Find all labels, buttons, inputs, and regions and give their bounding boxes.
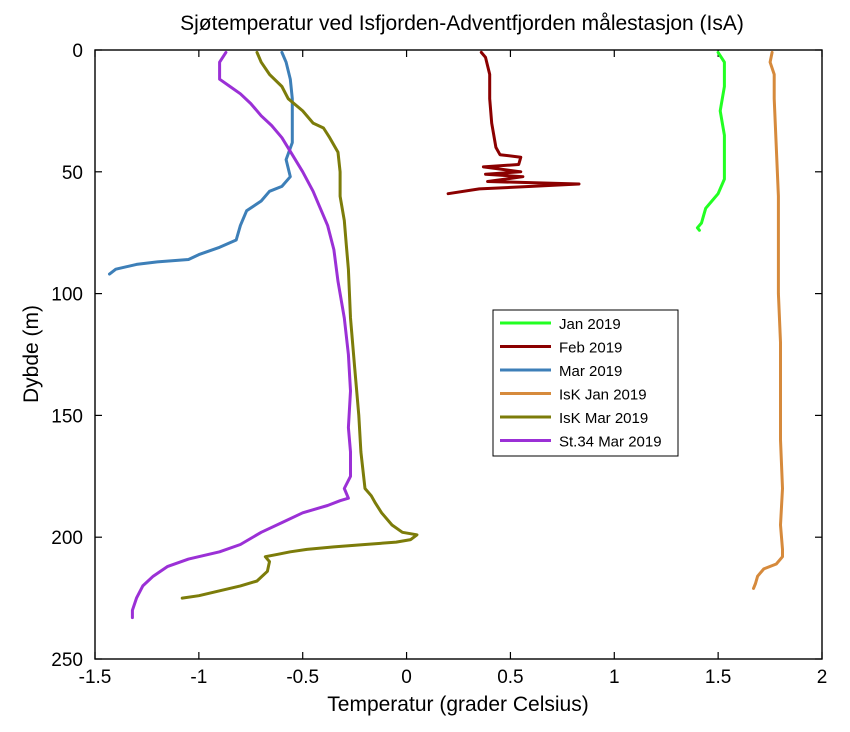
y-tick-label: 200 (51, 528, 83, 549)
legend-label: Mar 2019 (559, 363, 622, 380)
x-tick-label: -1.5 (79, 667, 112, 688)
y-tick-label: 0 (72, 41, 83, 62)
series-line-st-34-mar-2019 (130, 50, 352, 620)
x-axis-label: Temperatur (grader Celsius) (327, 693, 588, 716)
y-tick-label: 150 (51, 406, 83, 427)
legend-label: St.34 Mar 2019 (559, 434, 662, 451)
y-axis-label: Dybde (m) (20, 305, 43, 403)
series-line-jan-2019 (695, 50, 726, 232)
y-tick-label: 100 (51, 285, 83, 306)
series-line-isk-mar-2019 (180, 50, 419, 600)
x-tick-label: 1 (609, 667, 620, 688)
legend-label: IsK Mar 2019 (559, 410, 648, 427)
x-tick-label: 0.5 (497, 667, 523, 688)
legend-label: IsK Jan 2019 (559, 387, 647, 404)
x-tick-label: 0 (401, 667, 412, 688)
series-line-mar-2019 (108, 50, 294, 276)
x-axis: -1.5 -1 -0.5 0 0.5 1 1.5 2 (79, 50, 828, 688)
legend-label: Jan 2019 (559, 316, 621, 333)
series-line-feb-2019 (446, 50, 581, 196)
legend-label: Feb 2019 (559, 340, 622, 357)
x-tick-label: 2 (817, 667, 828, 688)
chart-title: Sjøtemperatur ved Isfjorden-Adventfjorde… (180, 12, 744, 35)
plot-frame (94, 49, 823, 660)
series-lines (108, 50, 784, 620)
y-tick-label: 250 (51, 650, 83, 671)
y-tick-label: 50 (62, 163, 83, 184)
series-line-isk-jan-2019 (752, 50, 784, 590)
x-tick-label: -0.5 (286, 667, 319, 688)
chart-legend: Jan 2019 Feb 2019 Mar 2019 IsK Jan 2019 IsK … (492, 309, 679, 457)
y-axis: 0 50 100 150 200 250 (51, 41, 822, 671)
x-tick-label: -1 (190, 667, 207, 688)
legend-box (492, 309, 679, 457)
x-tick-label: 1.5 (705, 667, 731, 688)
